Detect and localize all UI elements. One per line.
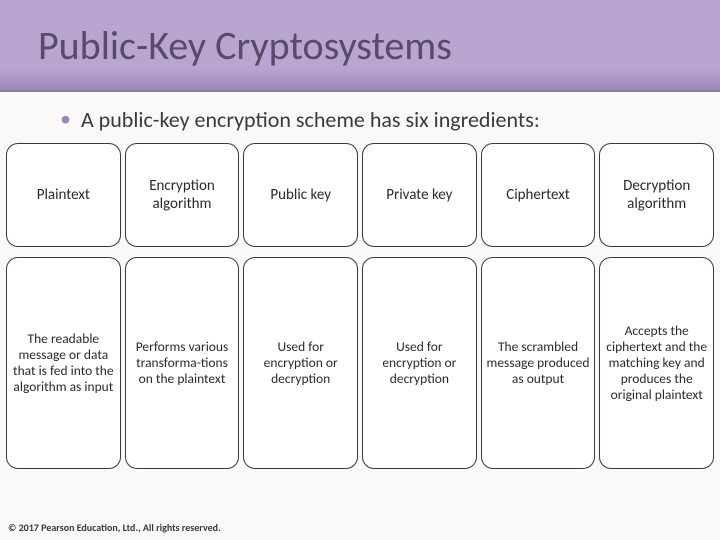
column: Public key Used for encryption or decryp… bbox=[243, 143, 358, 469]
ingredient-name: Private key bbox=[362, 143, 477, 247]
bullet-icon: • bbox=[60, 108, 71, 130]
ingredient-desc: Accepts the ciphertext and the matching … bbox=[599, 257, 714, 469]
ingredient-desc: Used for encryption or decryption bbox=[243, 257, 358, 469]
header-band: Public-Key Cryptosystems bbox=[0, 0, 720, 92]
column: Decryption algorithm Accepts the ciphert… bbox=[599, 143, 714, 469]
ingredient-desc: Performs various transforma-tions on the… bbox=[125, 257, 240, 469]
ingredient-name: Encryption algorithm bbox=[125, 143, 240, 247]
page-title: Public-Key Cryptosystems bbox=[38, 21, 452, 70]
column: Encryption algorithm Performs various tr… bbox=[125, 143, 240, 469]
copyright-footer: © 2017 Pearson Education, Ltd., All righ… bbox=[8, 521, 221, 534]
ingredient-name: Plaintext bbox=[6, 143, 121, 247]
columns-container: Plaintext The readable message or data t… bbox=[0, 143, 720, 469]
ingredient-desc: Used for encryption or decryption bbox=[362, 257, 477, 469]
bullet-row: • A public-key encryption scheme has six… bbox=[0, 92, 720, 143]
ingredient-name: Ciphertext bbox=[481, 143, 596, 247]
ingredient-desc: The readable message or data that is fed… bbox=[6, 257, 121, 469]
column: Ciphertext The scrambled message produce… bbox=[481, 143, 596, 469]
ingredient-name: Decryption algorithm bbox=[599, 143, 714, 247]
column: Plaintext The readable message or data t… bbox=[6, 143, 121, 469]
ingredient-desc: The scrambled message produced as output bbox=[481, 257, 596, 469]
column: Private key Used for encryption or decry… bbox=[362, 143, 477, 469]
bullet-text: A public-key encryption scheme has six i… bbox=[81, 106, 540, 133]
ingredient-name: Public key bbox=[243, 143, 358, 247]
